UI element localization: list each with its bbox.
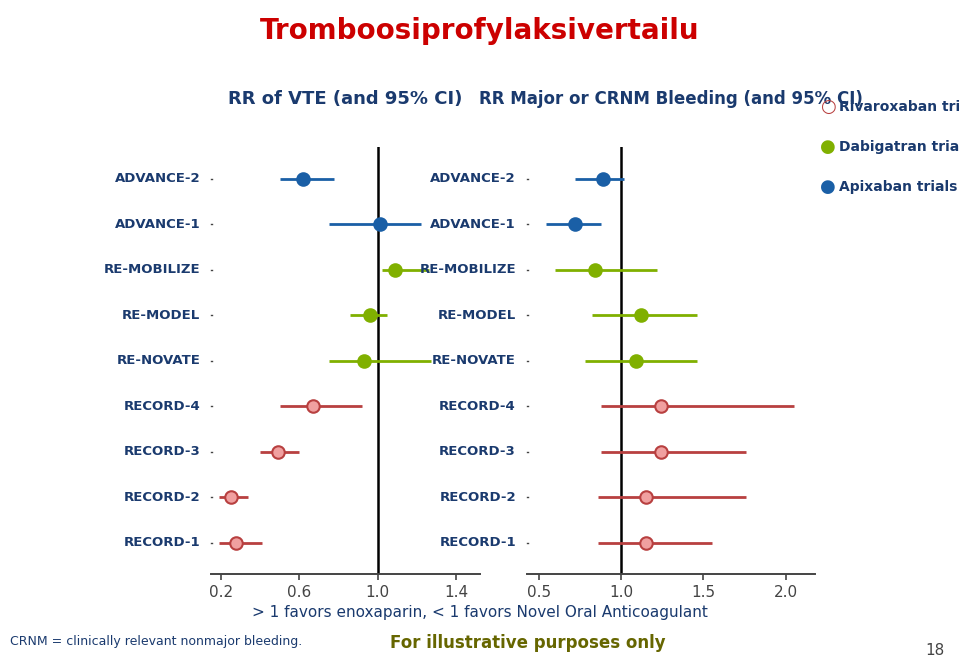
Text: Tromboosiprofylaksivertailu: Tromboosiprofylaksivertailu — [260, 17, 699, 45]
Text: RE-MOBILIZE: RE-MOBILIZE — [419, 263, 516, 277]
Text: RECORD-1: RECORD-1 — [439, 536, 516, 549]
Text: RECORD-3: RECORD-3 — [439, 445, 516, 458]
Text: RECORD-2: RECORD-2 — [124, 491, 200, 504]
Text: RR of VTE (and 95% CI): RR of VTE (and 95% CI) — [228, 90, 462, 108]
Text: ADVANCE-1: ADVANCE-1 — [431, 218, 516, 230]
Text: RECORD-3: RECORD-3 — [124, 445, 200, 458]
Text: RE-NOVATE: RE-NOVATE — [116, 354, 200, 367]
Text: RECORD-2: RECORD-2 — [439, 491, 516, 504]
Text: RE-MODEL: RE-MODEL — [122, 309, 200, 322]
Text: Rivaroxaban trials: Rivaroxaban trials — [839, 100, 959, 114]
Text: RE-MOBILIZE: RE-MOBILIZE — [104, 263, 200, 277]
Text: RECORD-1: RECORD-1 — [124, 536, 200, 549]
Text: RR Major or CRNM Bleeding (and 95% CI): RR Major or CRNM Bleeding (and 95% CI) — [480, 90, 863, 108]
Text: ADVANCE-2: ADVANCE-2 — [115, 172, 200, 185]
Text: ADVANCE-2: ADVANCE-2 — [431, 172, 516, 185]
Text: Dabigatran trials: Dabigatran trials — [839, 140, 959, 154]
Text: CRNM = clinically relevant nonmajor bleeding.: CRNM = clinically relevant nonmajor blee… — [10, 635, 302, 647]
Text: ADVANCE-1: ADVANCE-1 — [115, 218, 200, 230]
Text: ●: ● — [820, 178, 835, 196]
Text: RE-NOVATE: RE-NOVATE — [433, 354, 516, 367]
Text: For illustrative purposes only: For illustrative purposes only — [389, 634, 666, 652]
Text: RE-MODEL: RE-MODEL — [437, 309, 516, 322]
Text: RECORD-4: RECORD-4 — [439, 399, 516, 413]
Text: RECORD-4: RECORD-4 — [124, 399, 200, 413]
Text: > 1 favors enoxaparin, < 1 favors Novel Oral Anticoagulant: > 1 favors enoxaparin, < 1 favors Novel … — [251, 605, 708, 619]
Text: 18: 18 — [925, 643, 945, 658]
Text: Apixaban trials: Apixaban trials — [839, 180, 957, 194]
Text: ●: ● — [820, 138, 835, 156]
Text: ○: ○ — [820, 98, 835, 116]
